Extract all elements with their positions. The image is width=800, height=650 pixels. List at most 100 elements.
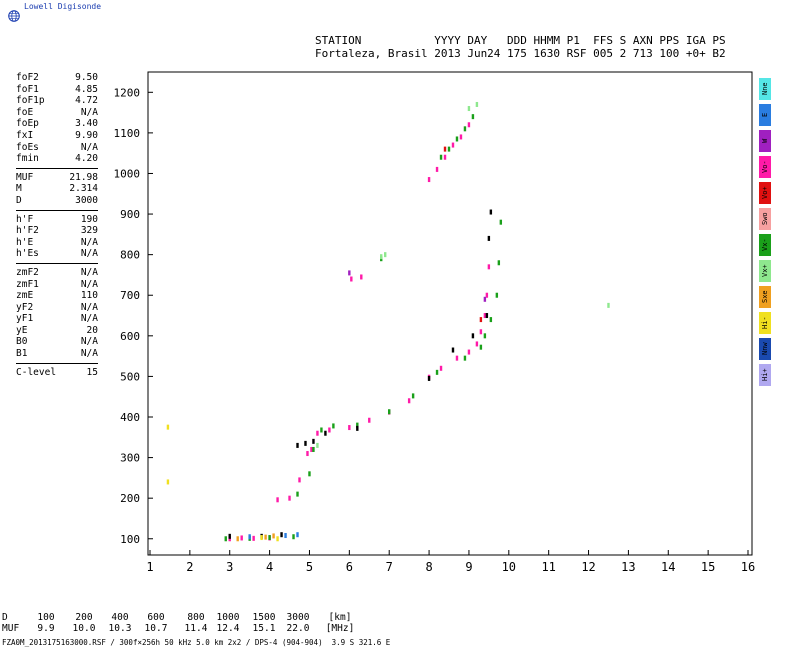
muf-value: 10.0 (72, 623, 96, 634)
data-point (304, 440, 307, 446)
data-point (479, 329, 483, 335)
data-point (348, 270, 351, 276)
x-tick-label: 16 (741, 560, 755, 574)
data-point (435, 166, 439, 172)
data-point (455, 136, 459, 142)
data-point (240, 535, 243, 541)
muf-value: 12.4 (216, 623, 240, 634)
param-label: foE (16, 106, 34, 118)
data-point (316, 442, 319, 448)
data-point (499, 219, 503, 225)
x-tick-label: 7 (386, 560, 393, 574)
data-point (475, 341, 479, 347)
param-row: yE 20 (16, 325, 98, 337)
data-point (368, 417, 371, 423)
param-label: yE (16, 324, 28, 336)
y-tick-label: 1200 (114, 86, 141, 99)
distance-unit: [km] (328, 612, 352, 623)
data-point (228, 533, 231, 539)
y-tick-label: 800 (120, 249, 140, 262)
param-label: B1 (16, 348, 28, 360)
data-point (348, 425, 351, 431)
y-tick-label: 500 (120, 370, 140, 383)
data-point (479, 344, 483, 350)
param-value: 4.85 (75, 83, 98, 95)
param-value: N/A (80, 301, 98, 313)
param-row: MUF 21.98 (16, 172, 98, 184)
data-point (332, 423, 335, 429)
data-point (427, 375, 431, 381)
muf-value: 22.0 (286, 623, 310, 634)
param-row: h'F2 329 (16, 225, 98, 237)
data-point (455, 355, 459, 361)
param-label: M (16, 183, 22, 195)
param-separator (16, 167, 98, 169)
data-point (306, 451, 309, 457)
param-row: fxI 9.90 (16, 130, 98, 142)
station-header: STATION YYYY DAY DDD HHMM P1 FFS S AXN P… (315, 34, 726, 60)
legend-swatch: E (759, 104, 771, 126)
y-tick-label: 1100 (114, 127, 141, 140)
muf-value: 15.1 (252, 623, 276, 634)
data-point (485, 313, 489, 319)
param-row: h'E N/A (16, 237, 98, 249)
distance-value: 100 (37, 612, 55, 623)
y-tick-label: 600 (120, 330, 140, 343)
param-label: foF1 (16, 83, 39, 95)
legend-swatch: W (759, 130, 771, 152)
data-point (439, 365, 443, 371)
param-label: D (16, 194, 22, 206)
data-point (316, 430, 319, 436)
data-point (497, 260, 501, 266)
data-point (467, 106, 471, 112)
param-label: h'Es (16, 248, 39, 260)
param-label: yF1 (16, 313, 34, 325)
data-point (471, 333, 475, 339)
data-point (388, 409, 391, 415)
param-row: M 2.314 (16, 183, 98, 195)
legend-swatch: Vo- (759, 156, 771, 178)
param-row: h'Es N/A (16, 248, 98, 260)
data-point (467, 122, 471, 128)
param-label: h'E (16, 236, 34, 248)
param-label: zmF2 (16, 266, 39, 278)
y-tick-label: 700 (120, 289, 140, 302)
data-point (463, 355, 467, 361)
data-point (308, 471, 311, 477)
data-point (292, 534, 295, 540)
distance-value: 800 (187, 612, 205, 623)
data-point (443, 146, 447, 152)
param-label: foEp (16, 118, 39, 130)
data-point (356, 422, 359, 428)
legend-label: E (761, 112, 769, 118)
data-point (384, 252, 387, 258)
param-row: foF2 9.50 (16, 72, 98, 84)
param-label: zmE (16, 290, 34, 302)
data-point (356, 425, 359, 431)
legend-label: Nnw (761, 342, 769, 356)
legend-swatch: Vx- (759, 234, 771, 256)
globe-icon (8, 10, 20, 22)
data-point (268, 535, 271, 541)
param-label: foF1p (16, 95, 45, 107)
legend-label: Vx+ (761, 264, 769, 278)
data-point (443, 154, 447, 160)
data-point (463, 126, 467, 132)
data-point (280, 532, 283, 538)
data-point (324, 430, 327, 436)
data-point (483, 313, 487, 319)
data-point (260, 535, 263, 541)
legend-label: Vx- (761, 238, 769, 252)
data-point (467, 349, 471, 355)
param-value: 15 (86, 366, 98, 378)
data-point (607, 302, 610, 308)
ionogram-chart: 1 2 3 4 5 6 7 8 9 10 11 12 13 14 15 1610020030040050060… (114, 71, 755, 574)
data-point (411, 393, 415, 399)
data-point (166, 479, 170, 485)
param-row: B0 N/A (16, 336, 98, 348)
data-point (236, 536, 239, 542)
param-label: foF2 (16, 72, 39, 83)
y-tick-label: 400 (120, 411, 140, 424)
header-line-1: STATION YYYY DAY DDD HHMM P1 FFS S AXN P… (315, 34, 726, 47)
data-point (475, 101, 479, 107)
